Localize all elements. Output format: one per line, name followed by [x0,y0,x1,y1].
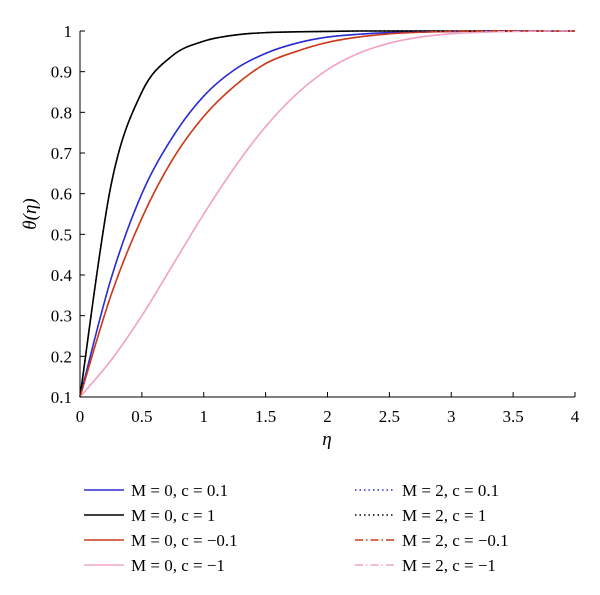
series-line-7 [79,30,575,398]
x-tick-label: 3 [447,407,456,426]
x-axis-title: η [322,429,331,450]
x-tick-label: 2.5 [379,407,400,426]
y-tick-label: 1 [64,22,73,41]
x-tick-label: 1.5 [255,407,276,426]
series-line-4 [79,30,576,398]
series-line-5 [79,30,575,398]
y-tick-label: 0.4 [51,266,73,285]
x-tick-label: 2 [323,407,332,426]
plot-area: 0 0.5 1 1.5 2 2.5 3 3.5 4 0.10.20.30.40.50.60.70… [51,22,580,426]
x-tick-label: 3.5 [503,407,524,426]
legend: M = 0, c = 0.1 M = 0, c = 1 M = 0, c = −0.… [84,481,509,575]
series-line-8 [79,30,576,398]
x-tick-label: 4 [571,407,580,426]
legend-label: M = 0, c = −0.1 [131,531,238,550]
y-tick-label: 0.5 [51,225,72,244]
series-line-2 [79,30,575,398]
y-tick-label: 0.2 [51,347,72,366]
y-axis-title: θ(η) [20,198,41,229]
x-tick-label: 1 [200,407,209,426]
x-tick-label: 0.5 [131,407,152,426]
series-layer [79,30,576,398]
legend-label: M = 2, c = 1 [402,506,486,525]
y-tick-label: 0.1 [51,388,72,407]
y-ticks: 0.1 0.2 0.3 0.4 0.5 0.6 0.7 0.8 0.9 1 [51,22,85,407]
legend-label: M = 2, c = −1 [402,556,496,575]
series-line-1 [79,30,575,398]
y-tick-label: 0.6 [51,185,72,204]
legend-label: M = 0, c = 1 [131,506,215,525]
x-ticks: 0 0.5 1 1.5 2 2.5 3 3.5 4 [76,392,580,426]
series-line-6 [79,30,575,398]
series-line-3 [79,30,575,398]
legend-label: M = 2, c = −0.1 [402,531,509,550]
y-tick-label: 0.3 [51,307,72,326]
legend-label: M = 2, c = 0.1 [402,481,499,500]
y-tick-label: 0.7 [51,144,73,163]
y-tick-label: 0.9 [51,63,72,82]
legend-label: M = 0, c = −1 [131,556,225,575]
x-tick-label: 0 [76,407,85,426]
y-tick-label: 0.8 [51,103,72,122]
legend-label: M = 0, c = 0.1 [131,481,228,500]
